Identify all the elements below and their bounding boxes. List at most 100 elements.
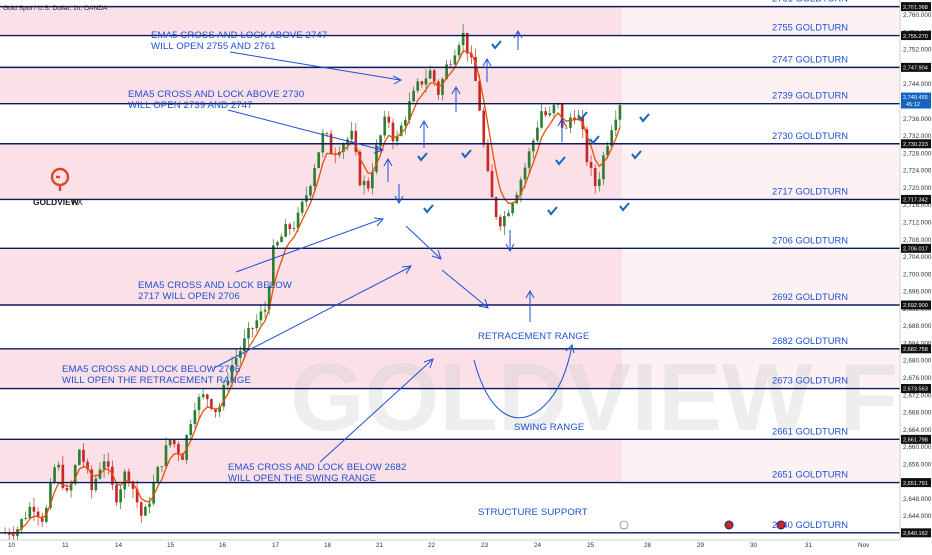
candle-body [519,179,523,195]
candle-body [614,119,618,131]
candle-body [139,502,143,516]
level-label: 2640 GOLDTURN [772,519,848,530]
check-icon [461,149,472,159]
candle-body [354,130,358,152]
candle-body [507,213,510,217]
retracement-range-label: RETRACEMENT RANGE [478,331,589,342]
y-tick-label: 2,716.000 [903,202,932,209]
level-label: 2673 GOLDTURN [772,375,848,386]
x-tick-label: 10 [8,542,16,549]
candle-body [193,410,197,425]
current-price-tag [901,92,931,109]
swing-range-label: SWING RANGE [514,422,584,433]
annotation-2: EMA5 CROSS AND LOCK ABOVE 2730 WILL OPEN… [128,89,304,111]
us-flag-icon[interactable] [776,520,786,530]
candle-body [482,110,486,145]
swing-curve-head [565,344,575,354]
check-icon [547,206,558,216]
check-icon [577,111,588,121]
candle-body [214,408,217,412]
candle-body [375,146,378,172]
y-tick-label: 2,672.000 [903,392,932,399]
x-tick-label: 14 [115,542,123,549]
y-tick-label: 2,752.000 [903,47,932,54]
annotation-3-line-1: EMA5 CROSS AND LOCK BELOW [138,280,293,291]
candle-body [152,483,155,504]
candle-body [610,130,614,147]
y-tick-label: 2,680.000 [903,358,932,365]
y-tick-label: 2,708.000 [903,237,932,244]
annotation-1-line-1: EMA5 CROSS AND LOCK ABOVE 2747 [151,30,327,41]
candle-body [288,224,292,230]
y-axis-bg [900,0,932,550]
y-tick-label: 2,696.000 [903,289,932,296]
level-label: 2706 GOLDTURN [772,234,848,245]
arrow-down-1 [405,225,441,259]
candle-body [350,130,354,140]
event-icon[interactable] [619,520,629,530]
logo-brand: GOLDVIEW [33,197,79,207]
candle-body [230,364,234,381]
check-icon [555,156,566,166]
y-tick-label: 2,720.000 [903,185,932,192]
candle-body [36,511,40,517]
candle-body [503,216,506,227]
candle-body [280,236,283,243]
candle-body [593,167,597,187]
candle-body [226,380,230,386]
price-tag-text: 2,682.758 [903,347,928,353]
candle-body [32,506,36,512]
checkmarks [417,40,650,216]
candle-body [90,469,94,491]
y-tick-label: 2,732.000 [903,133,932,140]
price-tag [901,300,931,310]
candle-body [321,133,325,153]
candle-body [78,449,81,466]
price-tag-text: 2,692.900 [903,303,928,309]
candle-body [284,224,287,237]
price-tag-text: 2,717.342 [903,198,928,204]
price-tag-text: 2,706.017 [903,247,928,253]
x-tick-label: Nov [858,542,870,549]
candle-body [222,385,226,407]
level-label: 2682 GOLDTURN [772,335,848,346]
candle-body [201,394,205,398]
candle-body [527,151,531,168]
arrow-3-head [373,217,384,227]
level-label: 2661 GOLDTURN [772,425,848,436]
y-tick-label: 2,724.000 [903,168,932,175]
annotation-3-line-2: 2717 WILL OPEN 2706 [138,291,240,302]
price-tag-text: 2,761.968 [903,5,928,11]
candle-body [383,116,387,136]
candle-body [11,534,15,536]
x-axis-bg [0,540,932,550]
check-icon [589,135,600,145]
candle-body [523,167,527,180]
candle-body [49,482,52,508]
y-tick-label: 2,712.000 [903,219,932,226]
y-tick-label: 2,644.000 [903,513,932,520]
price-tag [901,344,931,354]
candle-body [486,144,490,172]
level-label: 2692 GOLDTURN [772,291,848,302]
arrow-down-2-head [478,298,489,309]
candles [3,23,622,544]
price-tag [901,62,931,72]
candle-body [148,503,151,507]
candle-body [437,81,440,95]
check-icon [639,113,650,123]
candle-body [82,449,85,462]
x-tick-label: 16 [219,542,227,549]
candle-body [420,81,424,85]
candle-body [470,53,473,58]
arrow-1 [229,51,401,81]
candle-body [564,127,568,129]
arrow-up-retrace-head [525,289,535,299]
price-tag [901,384,931,394]
arrow-small-up-3 [513,29,523,50]
arrow-small-up-1 [419,119,429,148]
us-flag-icon[interactable] [724,520,734,530]
check-icon [619,202,630,212]
